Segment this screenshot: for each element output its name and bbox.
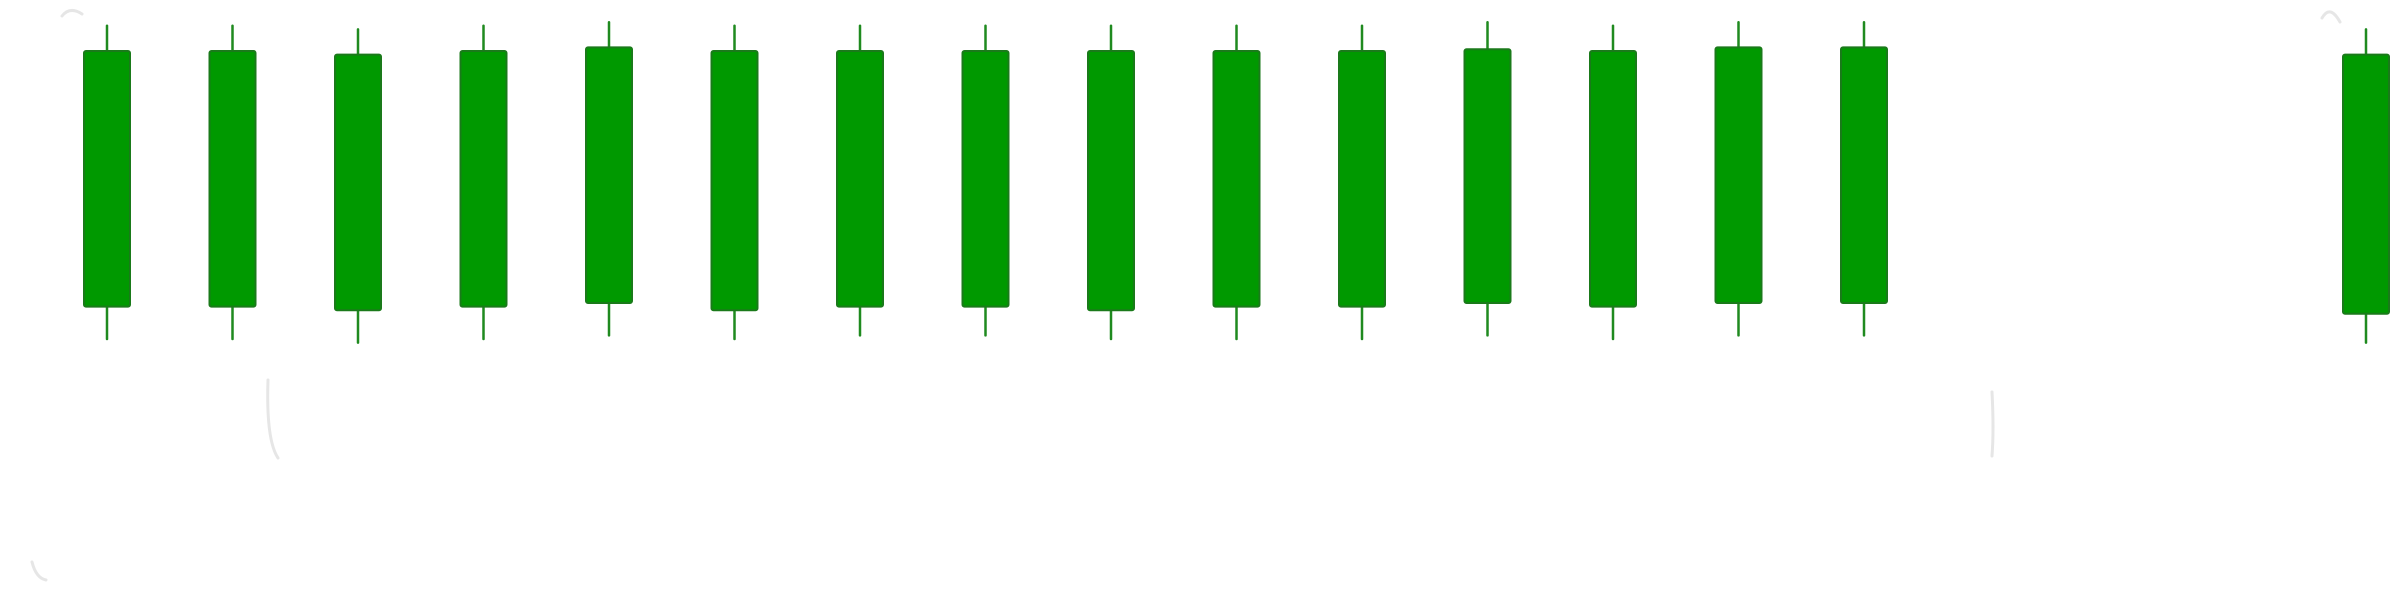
candle-body [1589, 50, 1637, 308]
candle-body [459, 50, 508, 308]
ghost-stroke-top-right [2320, 10, 2342, 24]
candle-body [836, 50, 884, 308]
candle-10 [1212, 24, 1261, 341]
ghost-stroke-left-curve [266, 378, 280, 460]
candle-8 [961, 24, 1010, 337]
candle-body [1840, 46, 1888, 305]
candle-body [1338, 50, 1386, 308]
candle-13 [1589, 24, 1637, 341]
candle-6 [710, 24, 759, 341]
candle-body [1087, 50, 1135, 312]
candle-16 [2342, 28, 2390, 344]
candle-body [83, 50, 131, 308]
candle-1 [83, 24, 131, 341]
candle-7 [836, 24, 884, 337]
candle-14 [1714, 20, 1763, 337]
candle-9 [1087, 24, 1135, 341]
candle-body [1714, 46, 1763, 305]
candle-2 [208, 24, 257, 341]
candle-5 [585, 20, 633, 337]
candle-body [585, 46, 633, 305]
ghost-stroke-right-mid [1990, 390, 1995, 458]
candle-body [1212, 50, 1261, 308]
ghost-stroke-bottom-left [30, 560, 48, 582]
candle-12 [1463, 20, 1512, 337]
candle-body [710, 50, 759, 312]
candle-11 [1338, 24, 1386, 341]
candle-15 [1840, 20, 1888, 337]
candle-body [961, 50, 1010, 308]
candle-body [2342, 53, 2390, 315]
candles-layer [83, 20, 2390, 344]
candle-3 [334, 28, 382, 344]
ghost-stroke-top-left [60, 9, 84, 18]
candle-4 [459, 24, 508, 341]
candle-body [208, 50, 257, 308]
ghost-decoration-layer [30, 9, 2342, 582]
candle-body [1463, 48, 1512, 305]
candle-body [334, 53, 382, 312]
